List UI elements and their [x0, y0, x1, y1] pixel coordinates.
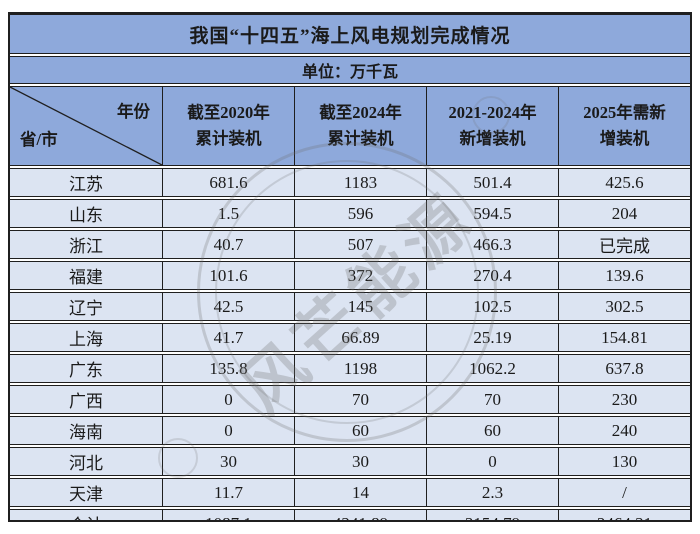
- value-cell: 681.6: [162, 168, 294, 197]
- table-row: 江苏 681.6 1183 501.4 425.6: [10, 168, 690, 197]
- header-row: 年份 省/市 截至2020年 累计装机 截至2024年 累计装机 2021-20…: [10, 86, 690, 166]
- column-header-new-2021-2024: 2021-2024年 新增装机: [426, 86, 558, 166]
- value-cell: 3154.79: [426, 509, 558, 520]
- value-cell: 0: [162, 416, 294, 445]
- corner-province-label: 省/市: [20, 130, 58, 150]
- title-row: 我国“十四五”海上风电规划完成情况: [10, 14, 690, 54]
- value-cell: 1087.1: [162, 509, 294, 520]
- column-header-need-2025: 2025年需新 增装机: [558, 86, 690, 166]
- region-cell: 福建: [10, 261, 162, 290]
- value-cell: 466.3: [426, 230, 558, 259]
- value-cell: 154.81: [558, 323, 690, 352]
- value-cell: 70: [294, 385, 426, 414]
- value-cell: 372: [294, 261, 426, 290]
- column-header-line: 截至2024年: [319, 103, 402, 123]
- table-row: 河北 30 30 0 130: [10, 447, 690, 476]
- table-row: 海南 0 60 60 240: [10, 416, 690, 445]
- value-cell: 130: [558, 447, 690, 476]
- column-header-2020: 截至2020年 累计装机: [162, 86, 294, 166]
- table-row: 合计 1087.1 4241.89 3154.79 2464.31: [10, 509, 690, 520]
- value-cell: 11.7: [162, 478, 294, 507]
- value-cell: 2464.31: [558, 509, 690, 520]
- value-cell: 4241.89: [294, 509, 426, 520]
- value-cell: 101.6: [162, 261, 294, 290]
- region-cell: 浙江: [10, 230, 162, 259]
- region-cell: 广东: [10, 354, 162, 383]
- table-row: 山东 1.5 596 594.5 204: [10, 199, 690, 228]
- region-cell: 河北: [10, 447, 162, 476]
- table-row: 广西 0 70 70 230: [10, 385, 690, 414]
- column-header-line: 截至2020年: [187, 103, 270, 123]
- table-row: 福建 101.6 372 270.4 139.6: [10, 261, 690, 290]
- table-row: 广东 135.8 1198 1062.2 637.8: [10, 354, 690, 383]
- value-cell: 102.5: [426, 292, 558, 321]
- region-cell: 江苏: [10, 168, 162, 197]
- column-header-line: 累计装机: [195, 129, 262, 148]
- value-cell: 66.89: [294, 323, 426, 352]
- table-frame: 我国“十四五”海上风电规划完成情况 单位：万千瓦 年份 省/市 截至2020年: [8, 12, 692, 522]
- table-row: 天津 11.7 14 2.3 /: [10, 478, 690, 507]
- value-cell: 135.8: [162, 354, 294, 383]
- value-cell: 507: [294, 230, 426, 259]
- value-cell: 1198: [294, 354, 426, 383]
- value-cell: 637.8: [558, 354, 690, 383]
- value-cell: 425.6: [558, 168, 690, 197]
- column-header-line: 增装机: [599, 129, 650, 148]
- value-cell: 42.5: [162, 292, 294, 321]
- corner-year-label: 年份: [117, 102, 150, 121]
- column-header-2024: 截至2024年 累计装机: [294, 86, 426, 166]
- region-cell: 广西: [10, 385, 162, 414]
- region-cell: 上海: [10, 323, 162, 352]
- table-row: 浙江 40.7 507 466.3 已完成: [10, 230, 690, 259]
- column-header-line: 累计装机: [327, 129, 394, 148]
- value-cell: 30: [162, 447, 294, 476]
- table-row: 上海 41.7 66.89 25.19 154.81: [10, 323, 690, 352]
- unit-label: 单位：万千瓦: [10, 56, 690, 84]
- column-header-line: 2021-2024年: [448, 103, 537, 123]
- column-header-line: 2025年需新: [583, 103, 666, 123]
- value-cell: 已完成: [558, 230, 690, 259]
- column-header-line: 新增装机: [459, 129, 526, 148]
- region-cell: 合计: [10, 509, 162, 520]
- corner-cell: 年份 省/市: [10, 86, 162, 166]
- value-cell: 25.19: [426, 323, 558, 352]
- table-title: 我国“十四五”海上风电规划完成情况: [10, 14, 690, 54]
- value-cell: 145: [294, 292, 426, 321]
- region-cell: 山东: [10, 199, 162, 228]
- value-cell: 594.5: [426, 199, 558, 228]
- value-cell: 1.5: [162, 199, 294, 228]
- wind-power-table: 我国“十四五”海上风电规划完成情况 单位：万千瓦 年份 省/市 截至2020年: [10, 14, 690, 520]
- table-body: 江苏 681.6 1183 501.4 425.6 山东 1.5 596 594…: [10, 168, 690, 520]
- value-cell: 2.3: [426, 478, 558, 507]
- value-cell: 30: [294, 447, 426, 476]
- value-cell: 1062.2: [426, 354, 558, 383]
- value-cell: 230: [558, 385, 690, 414]
- value-cell: 139.6: [558, 261, 690, 290]
- table-row: 辽宁 42.5 145 102.5 302.5: [10, 292, 690, 321]
- value-cell: 1183: [294, 168, 426, 197]
- region-cell: 海南: [10, 416, 162, 445]
- value-cell: /: [558, 478, 690, 507]
- value-cell: 0: [426, 447, 558, 476]
- region-cell: 天津: [10, 478, 162, 507]
- value-cell: 302.5: [558, 292, 690, 321]
- value-cell: 14: [294, 478, 426, 507]
- value-cell: 240: [558, 416, 690, 445]
- value-cell: 596: [294, 199, 426, 228]
- unit-row: 单位：万千瓦: [10, 56, 690, 84]
- value-cell: 270.4: [426, 261, 558, 290]
- value-cell: 204: [558, 199, 690, 228]
- value-cell: 0: [162, 385, 294, 414]
- value-cell: 60: [294, 416, 426, 445]
- value-cell: 70: [426, 385, 558, 414]
- diagonal-line-icon: [10, 87, 162, 165]
- region-cell: 辽宁: [10, 292, 162, 321]
- value-cell: 40.7: [162, 230, 294, 259]
- value-cell: 501.4: [426, 168, 558, 197]
- value-cell: 41.7: [162, 323, 294, 352]
- value-cell: 60: [426, 416, 558, 445]
